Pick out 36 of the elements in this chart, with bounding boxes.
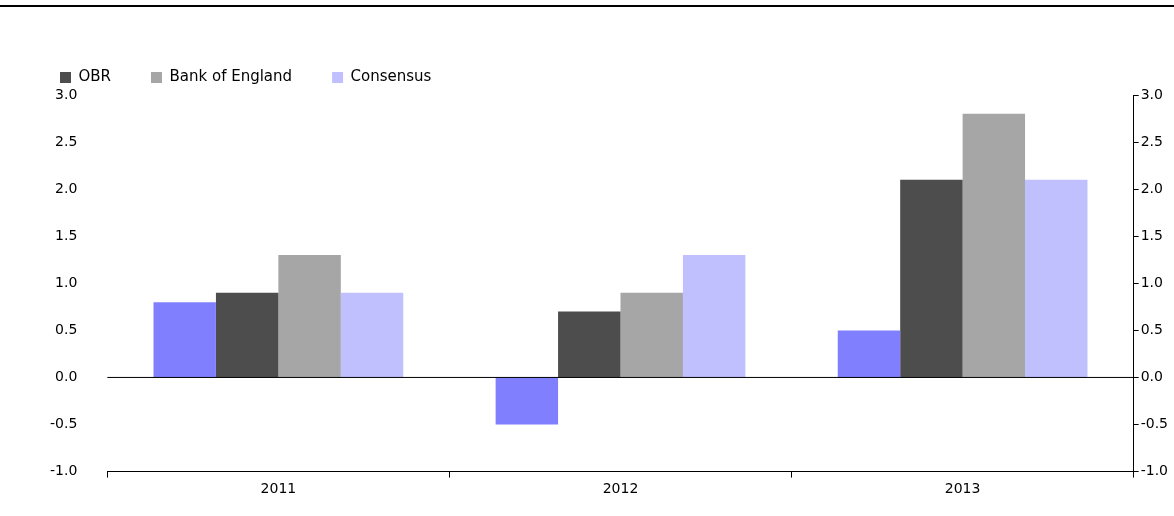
bar xyxy=(215,292,279,378)
y2-tick-label: 1.0 xyxy=(1140,273,1163,290)
y2-tick-label: 1.5 xyxy=(1140,226,1163,243)
y-tick-label: 1.0 xyxy=(55,273,78,290)
bar xyxy=(495,377,559,425)
y-tick-label: 3.0 xyxy=(55,85,78,102)
x-tick-label: 2013 xyxy=(944,479,981,496)
y-tick-label: 2.5 xyxy=(55,132,78,149)
x-tick-label: 2011 xyxy=(260,479,297,496)
legend-label: OBR xyxy=(78,67,112,86)
y2-tick-label: 2.0 xyxy=(1140,179,1163,196)
bar xyxy=(620,292,683,378)
y2-tick-label: 2.5 xyxy=(1140,132,1163,149)
bar xyxy=(340,292,404,378)
y2-tick-label: -1.0 xyxy=(1140,462,1169,479)
bar xyxy=(1025,179,1088,378)
x-tick-label: 2012 xyxy=(602,479,639,496)
bar xyxy=(278,255,341,378)
bar xyxy=(682,255,746,378)
y2-tick-label: 0.5 xyxy=(1140,321,1163,338)
y-tick-label: 0.0 xyxy=(55,368,78,385)
bar xyxy=(558,311,621,378)
bar xyxy=(962,113,1026,378)
bar xyxy=(153,302,216,378)
y-tick-label: 0.5 xyxy=(55,321,78,338)
y-tick-label: -0.5 xyxy=(49,415,78,432)
y2-tick-label: 3.0 xyxy=(1140,85,1163,102)
y2-tick-label: -0.5 xyxy=(1140,415,1169,432)
y2-tick-label: 0.0 xyxy=(1140,368,1163,385)
bar xyxy=(900,179,963,378)
y-tick-label: 2.0 xyxy=(55,179,78,196)
legend-label: Bank of England xyxy=(169,67,293,86)
y-tick-label: -1.0 xyxy=(49,462,78,479)
bar xyxy=(837,330,901,378)
y-tick-label: 1.5 xyxy=(55,226,78,243)
legend-label: Consensus xyxy=(350,67,432,86)
